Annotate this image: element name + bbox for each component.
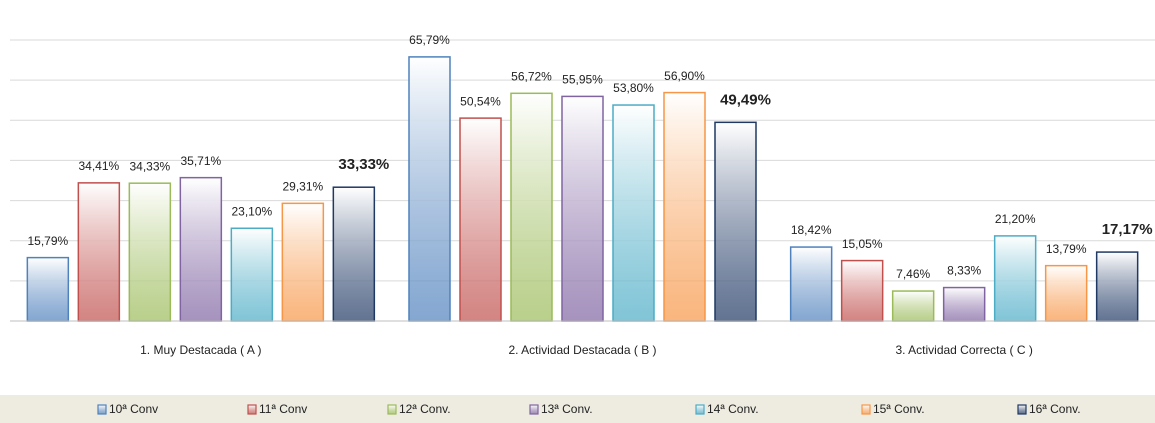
data-label: 34,33% [129,159,170,173]
bar [332,186,376,322]
bar [1095,251,1139,322]
bar [840,259,884,322]
data-label: 65,79% [409,33,450,47]
legend-swatch [247,404,257,415]
bar [612,104,655,322]
data-label: 56,90% [664,69,705,83]
data-label: 18,42% [791,223,832,237]
bar [230,227,274,322]
legend-label: 11ª Conv [259,402,307,416]
bar [942,286,986,322]
legend-label: 10ª Conv [109,402,158,416]
legend-label: 14ª Conv. [707,402,759,416]
data-label: 33,33% [338,156,389,173]
legend-swatch [695,404,705,415]
bar [408,56,451,322]
x-tick-label: 3. Actividad Correcta ( C ) [895,343,1032,357]
bar [128,182,172,322]
data-label: 13,79% [1046,242,1087,256]
bar [561,95,604,322]
bar [281,202,325,322]
data-label: 53,80% [613,81,654,95]
legend-background [0,395,1155,423]
bar [663,91,706,322]
legend-swatch [387,404,397,415]
legend-swatch [529,404,539,415]
bar [26,256,70,322]
legend-label: 15ª Conv. [873,402,925,416]
bar [891,290,935,322]
data-label: 23,10% [231,204,272,218]
legend-swatch [1017,404,1027,415]
bar [459,117,502,322]
data-label: 15,79% [27,234,68,248]
bar [993,235,1037,322]
bar [179,176,223,322]
data-label: 29,31% [282,180,323,194]
data-label: 34,41% [78,159,119,173]
legend-label: 16ª Conv. [1029,402,1081,416]
bar [789,246,833,322]
data-label: 55,95% [562,73,603,87]
data-label: 50,54% [460,94,501,108]
bar [1044,264,1088,322]
legend-swatch [861,404,871,415]
data-label: 8,33% [947,264,981,278]
legend-swatch [97,404,107,415]
legend-label: 12ª Conv. [399,402,451,416]
data-label: 35,71% [180,154,221,168]
bar [77,182,121,322]
data-label: 21,20% [995,212,1036,226]
data-label: 49,49% [720,91,771,108]
data-label: 56,72% [511,69,552,83]
x-tick-label: 1. Muy Destacada ( A ) [140,343,261,357]
legend-label: 13ª Conv. [541,402,593,416]
bar [510,92,553,322]
data-label: 17,17% [1102,221,1153,238]
bar [714,121,757,322]
data-label: 15,05% [842,237,883,251]
x-tick-label: 2. Actividad Destacada ( B ) [508,343,656,357]
data-label: 7,46% [896,267,930,281]
